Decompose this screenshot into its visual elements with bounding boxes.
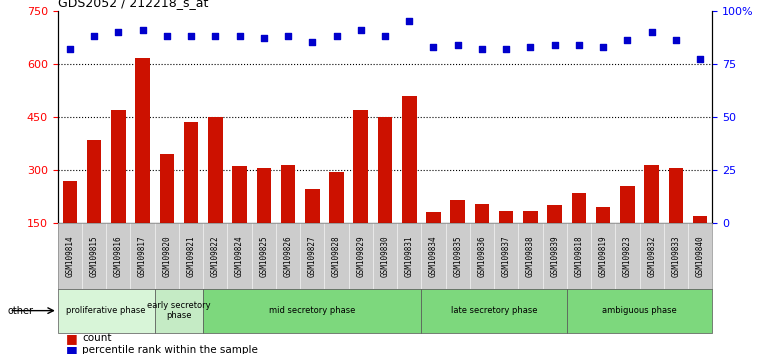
Bar [281, 165, 296, 276]
FancyBboxPatch shape [421, 289, 567, 333]
Point [573, 42, 585, 47]
Text: percentile rank within the sample: percentile rank within the sample [82, 346, 258, 354]
Bar [547, 205, 562, 276]
Text: other: other [8, 306, 34, 316]
Point [64, 46, 76, 52]
Bar [184, 122, 199, 276]
Bar [668, 168, 683, 276]
Bar [427, 212, 440, 276]
Bar [353, 110, 368, 276]
Point [548, 42, 561, 47]
Point [524, 44, 537, 50]
Text: GSM109819: GSM109819 [598, 235, 608, 276]
Bar [378, 117, 392, 276]
Text: GSM109815: GSM109815 [89, 235, 99, 276]
Text: ambiguous phase: ambiguous phase [602, 306, 677, 315]
Text: late secretory phase: late secretory phase [450, 306, 537, 315]
FancyBboxPatch shape [58, 289, 155, 333]
Text: GSM109825: GSM109825 [259, 235, 268, 276]
Point [185, 33, 197, 39]
Text: GSM109837: GSM109837 [502, 235, 511, 276]
Text: GSM109820: GSM109820 [162, 235, 172, 276]
FancyBboxPatch shape [155, 289, 203, 333]
Bar [474, 204, 489, 276]
Point [451, 42, 464, 47]
Bar [523, 211, 537, 276]
Point [379, 33, 391, 39]
Bar [620, 186, 634, 276]
Bar [571, 193, 586, 276]
Text: early secretory
phase: early secretory phase [147, 301, 211, 320]
Text: GSM109827: GSM109827 [308, 235, 316, 276]
Text: ■: ■ [65, 332, 77, 344]
Point [694, 57, 706, 62]
Bar [644, 165, 659, 276]
Point [161, 33, 173, 39]
Bar [62, 181, 77, 276]
Text: GSM109826: GSM109826 [283, 235, 293, 276]
Text: GSM109834: GSM109834 [429, 235, 438, 276]
Point [88, 33, 100, 39]
Point [403, 18, 415, 24]
Point [621, 38, 634, 43]
Text: GSM109836: GSM109836 [477, 235, 487, 276]
Point [112, 29, 125, 35]
Point [597, 44, 609, 50]
Text: GSM109814: GSM109814 [65, 235, 75, 276]
Bar [499, 211, 514, 276]
Text: ■: ■ [65, 344, 77, 354]
Point [355, 27, 367, 33]
Point [306, 40, 319, 45]
Bar [208, 117, 223, 276]
Text: GSM109831: GSM109831 [405, 235, 413, 276]
Bar [330, 172, 343, 276]
Text: GDS2052 / 212218_s_at: GDS2052 / 212218_s_at [58, 0, 208, 10]
Text: GSM109828: GSM109828 [332, 235, 341, 276]
Text: proliferative phase: proliferative phase [66, 306, 146, 315]
Point [330, 33, 343, 39]
Text: GSM109833: GSM109833 [671, 235, 681, 276]
FancyBboxPatch shape [567, 289, 712, 333]
Text: GSM109838: GSM109838 [526, 235, 535, 276]
Bar [233, 166, 247, 276]
Point [233, 33, 246, 39]
Point [645, 29, 658, 35]
Text: mid secretory phase: mid secretory phase [269, 306, 356, 315]
Point [500, 46, 512, 52]
Text: GSM109823: GSM109823 [623, 235, 632, 276]
Text: GSM109822: GSM109822 [211, 235, 219, 276]
Text: GSM109839: GSM109839 [551, 235, 559, 276]
Bar [136, 58, 150, 276]
Bar [402, 96, 417, 276]
Point [209, 33, 222, 39]
Bar [596, 207, 611, 276]
Text: count: count [82, 333, 112, 343]
Text: GSM109817: GSM109817 [138, 235, 147, 276]
Bar [256, 168, 271, 276]
Point [282, 33, 294, 39]
Text: GSM109830: GSM109830 [380, 235, 390, 276]
Text: GSM109840: GSM109840 [695, 235, 705, 276]
Bar [693, 216, 708, 276]
Bar [450, 200, 465, 276]
Text: GSM109829: GSM109829 [357, 235, 365, 276]
Point [258, 35, 270, 41]
Point [427, 44, 440, 50]
Text: GSM109832: GSM109832 [647, 235, 656, 276]
Point [136, 27, 149, 33]
Text: GSM109821: GSM109821 [186, 235, 196, 276]
Point [476, 46, 488, 52]
Bar [159, 154, 174, 276]
FancyBboxPatch shape [203, 289, 421, 333]
Text: GSM109818: GSM109818 [574, 235, 584, 276]
Bar [111, 110, 126, 276]
Text: GSM109824: GSM109824 [235, 235, 244, 276]
Text: GSM109816: GSM109816 [114, 235, 123, 276]
Bar [87, 140, 102, 276]
Text: GSM109835: GSM109835 [454, 235, 462, 276]
Point [670, 38, 682, 43]
Bar [305, 189, 320, 276]
